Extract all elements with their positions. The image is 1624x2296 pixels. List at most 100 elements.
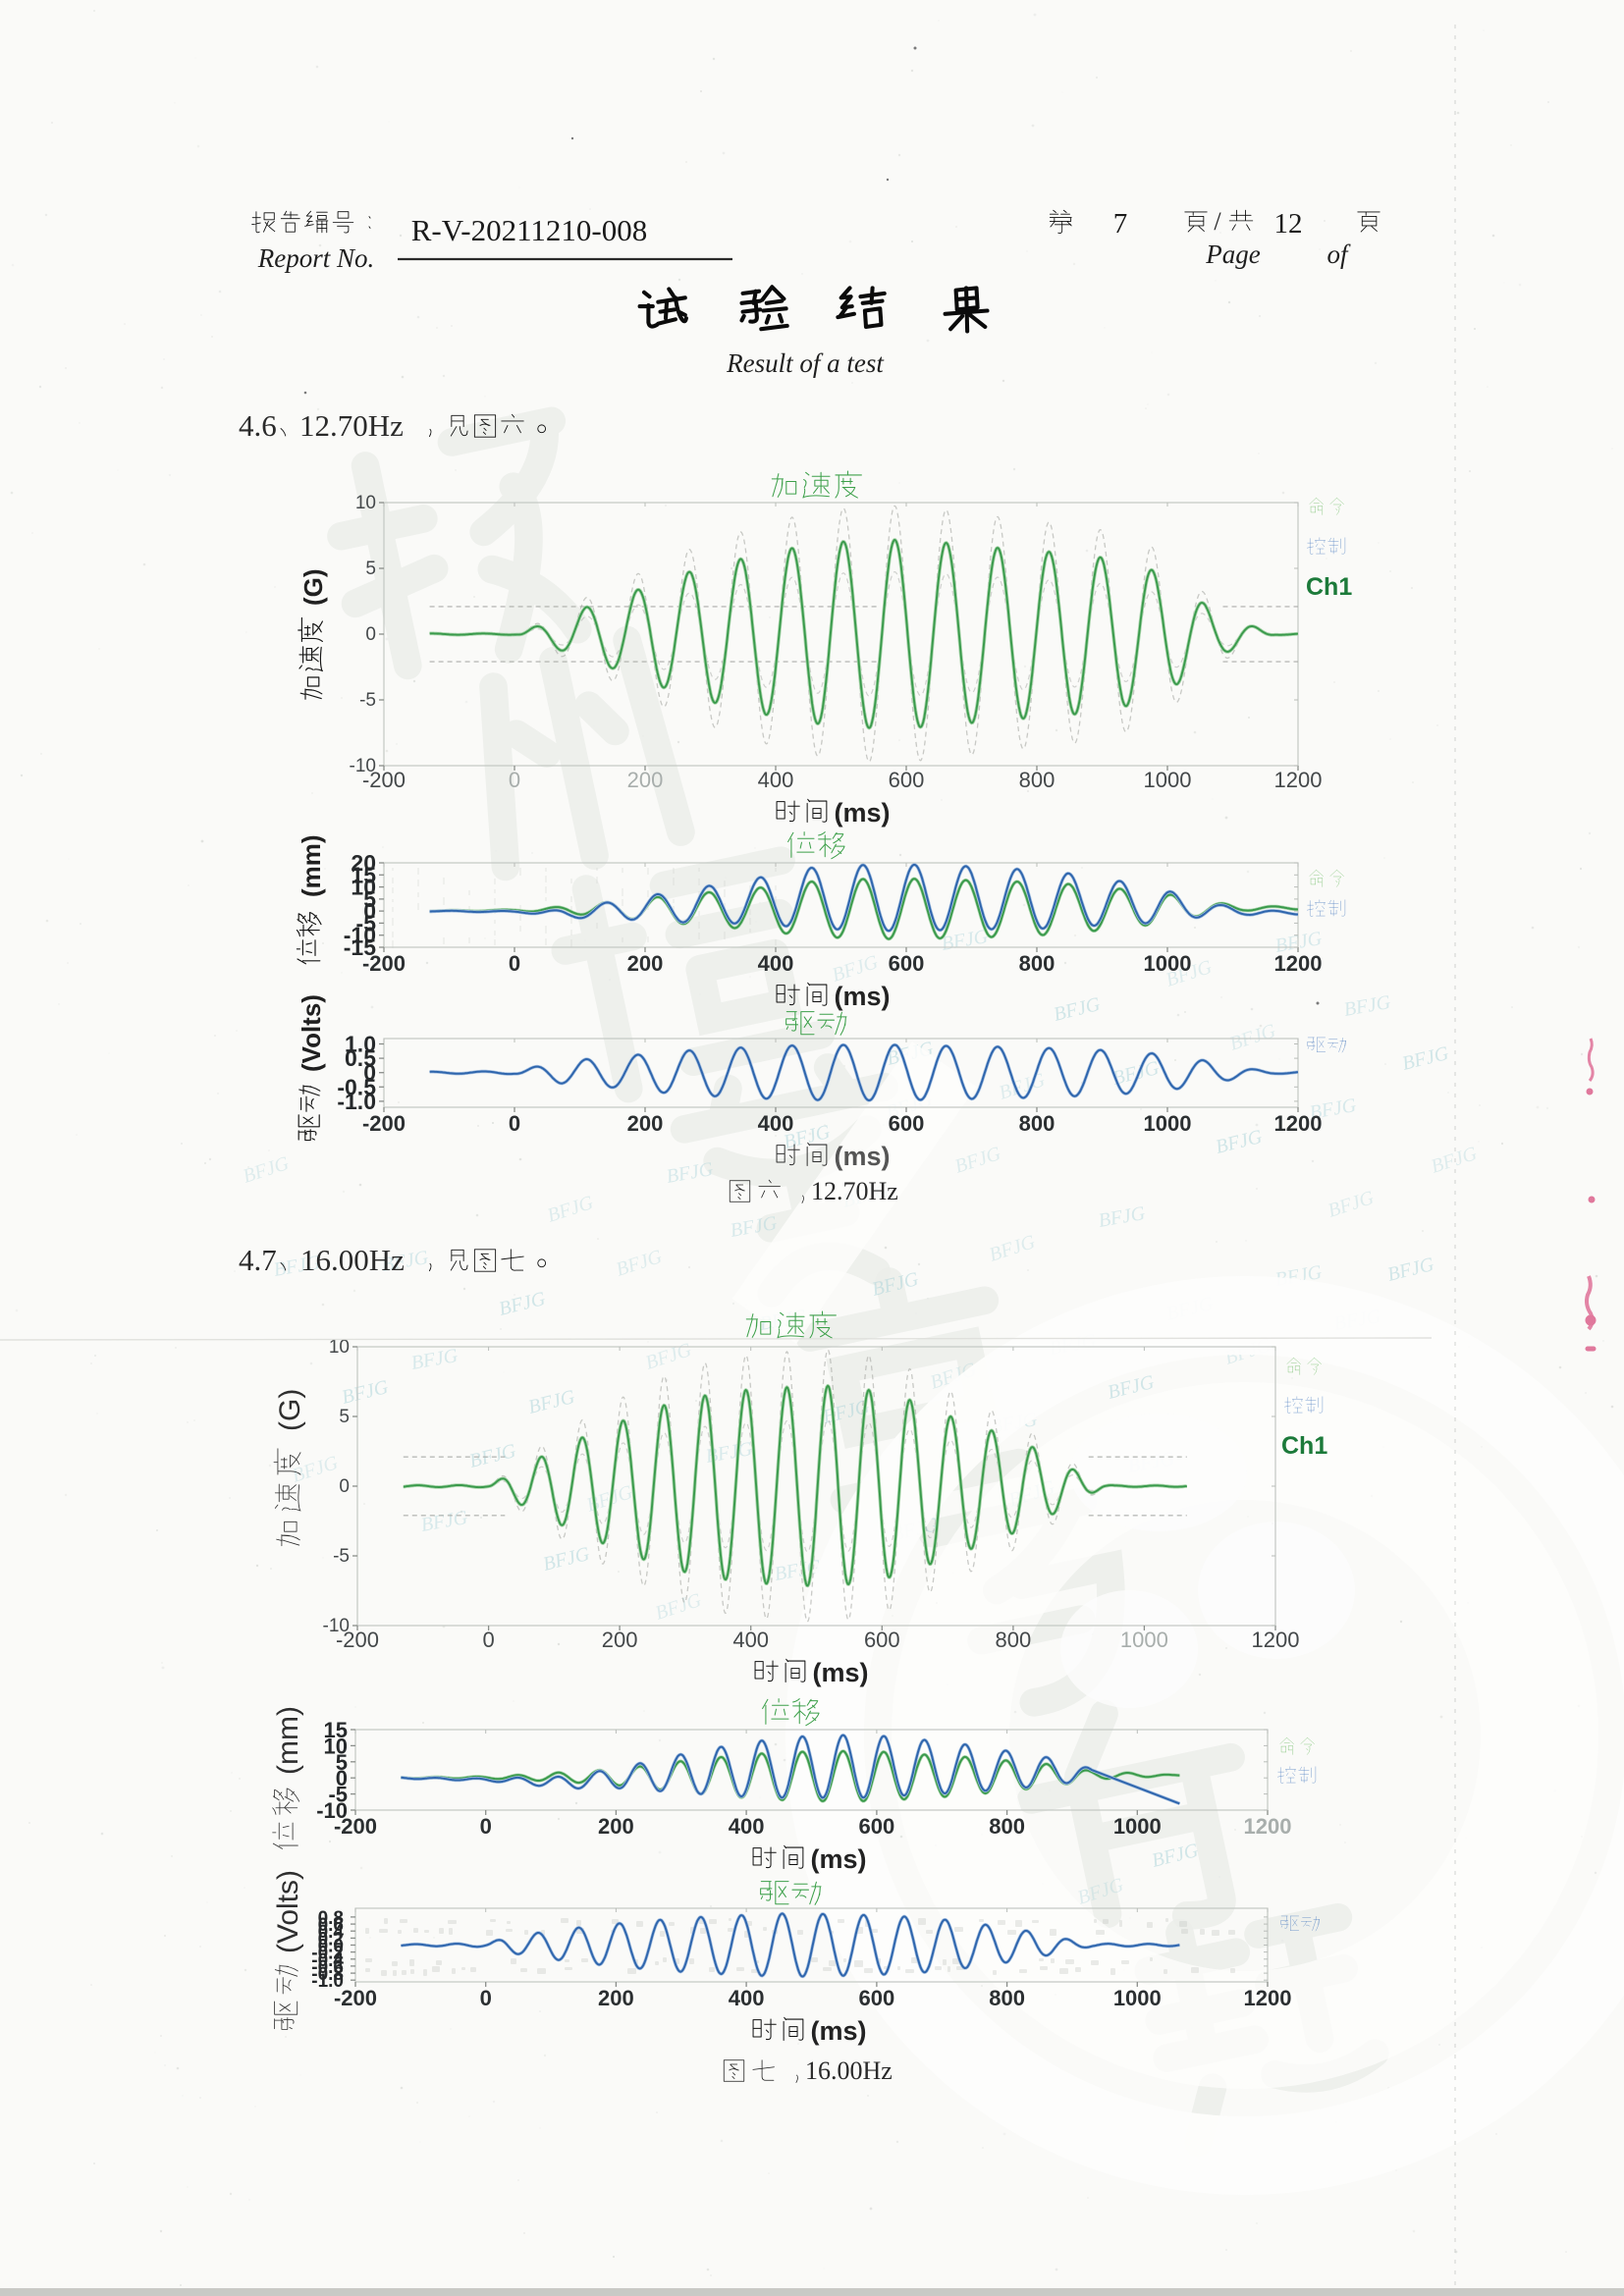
svg-text:-200: -200: [334, 1986, 377, 2010]
svg-text:4.6: 4.6: [239, 408, 277, 443]
svg-text:Ch1: Ch1: [1281, 1432, 1327, 1460]
svg-text:0: 0: [339, 1476, 350, 1497]
svg-text:0: 0: [365, 624, 376, 645]
svg-text:(G): (G): [298, 568, 328, 606]
svg-text:5: 5: [336, 1750, 348, 1775]
svg-text:-5: -5: [328, 1783, 348, 1807]
svg-text:(mm): (mm): [297, 834, 326, 897]
svg-text:0.0: 0.0: [318, 1937, 344, 1957]
svg-text:0: 0: [509, 768, 520, 792]
svg-text:-5: -5: [333, 1546, 350, 1567]
svg-text:600: 600: [859, 1986, 895, 2010]
svg-text:5: 5: [363, 886, 376, 912]
svg-text:(ms): (ms): [810, 2016, 866, 2046]
svg-text:1000: 1000: [1113, 1814, 1162, 1839]
svg-text:-1.0: -1.0: [311, 1971, 344, 1992]
svg-text:800: 800: [989, 1986, 1025, 2010]
svg-text:-1.0: -1.0: [337, 1089, 376, 1114]
svg-text:/: /: [1214, 207, 1221, 236]
svg-text:10: 10: [324, 1734, 348, 1758]
svg-text:1.0: 1.0: [345, 1032, 376, 1057]
svg-text:0.2: 0.2: [318, 1929, 344, 1949]
svg-text:-200: -200: [362, 768, 406, 792]
svg-text:800: 800: [989, 1814, 1025, 1839]
svg-text:200: 200: [627, 1111, 664, 1136]
svg-text:10: 10: [355, 493, 376, 513]
svg-text:(Volts): (Volts): [272, 1870, 304, 1953]
svg-text:600: 600: [859, 1814, 895, 1839]
svg-text:-5: -5: [359, 690, 376, 711]
svg-text:12: 12: [1274, 208, 1303, 240]
svg-text:(ms): (ms): [834, 798, 890, 828]
svg-text:-200: -200: [362, 951, 406, 976]
svg-text:0.6: 0.6: [318, 1915, 344, 1936]
svg-text:(G): (G): [274, 1389, 306, 1431]
svg-text:4.7: 4.7: [239, 1243, 277, 1277]
svg-text:R-V-20211210-008: R-V-20211210-008: [411, 213, 648, 247]
svg-text:1200: 1200: [1274, 768, 1323, 792]
svg-text:400: 400: [758, 951, 794, 976]
svg-text:0: 0: [363, 898, 376, 924]
svg-text:0.8: 0.8: [318, 1908, 344, 1929]
svg-text:10: 10: [351, 875, 376, 900]
svg-text:400: 400: [729, 1814, 765, 1839]
svg-text:-200: -200: [336, 1628, 379, 1652]
svg-text:5: 5: [365, 559, 376, 579]
svg-text:800: 800: [1019, 768, 1056, 792]
svg-text:600: 600: [889, 768, 925, 792]
svg-text:0: 0: [482, 1628, 494, 1652]
svg-text:600: 600: [889, 951, 925, 976]
svg-text:(ms): (ms): [810, 1844, 866, 1874]
svg-text:1000: 1000: [1113, 1986, 1162, 2010]
svg-text:0: 0: [509, 951, 520, 976]
svg-text:1200: 1200: [1274, 951, 1323, 976]
svg-text:Ch1: Ch1: [1306, 573, 1352, 601]
svg-text:-200: -200: [362, 1111, 406, 1136]
svg-text:5: 5: [339, 1407, 350, 1427]
svg-text:400: 400: [729, 1986, 765, 2010]
svg-text:0: 0: [336, 1766, 348, 1790]
svg-text:Report No.: Report No.: [257, 243, 375, 273]
svg-text:-10: -10: [350, 756, 376, 776]
svg-text:800: 800: [996, 1628, 1032, 1652]
svg-text:400: 400: [732, 1628, 769, 1652]
svg-text:-0.8: -0.8: [311, 1964, 344, 1985]
svg-text:200: 200: [627, 768, 664, 792]
svg-text:-0.4: -0.4: [311, 1950, 344, 1971]
svg-text:-5: -5: [356, 910, 377, 935]
svg-text:800: 800: [1019, 951, 1056, 976]
svg-text:0: 0: [480, 1814, 492, 1839]
svg-text:(ms): (ms): [834, 1142, 890, 1171]
svg-text:1000: 1000: [1144, 768, 1192, 792]
svg-text:0.4: 0.4: [318, 1922, 345, 1943]
svg-text:1200: 1200: [1274, 1111, 1323, 1136]
svg-text:0.5: 0.5: [345, 1045, 376, 1071]
svg-text:0: 0: [509, 1111, 520, 1136]
svg-text:1200: 1200: [1244, 1986, 1292, 2010]
svg-text:1200: 1200: [1252, 1628, 1300, 1652]
svg-text:200: 200: [598, 1986, 634, 2010]
svg-text:12.70Hz: 12.70Hz: [811, 1177, 898, 1205]
svg-text:-15: -15: [344, 934, 376, 960]
svg-text:200: 200: [602, 1628, 638, 1652]
svg-text:-200: -200: [334, 1814, 377, 1839]
svg-text:-10: -10: [316, 1798, 348, 1823]
svg-text:15: 15: [351, 862, 376, 887]
svg-text:800: 800: [1019, 1111, 1056, 1136]
svg-text:-10: -10: [344, 923, 376, 948]
svg-text:Page: Page: [1205, 240, 1260, 269]
svg-text:16.00Hz: 16.00Hz: [300, 1243, 405, 1277]
svg-text:600: 600: [864, 1628, 900, 1652]
svg-text:-0.2: -0.2: [311, 1944, 344, 1964]
svg-text:200: 200: [627, 951, 664, 976]
svg-text:-0.5: -0.5: [337, 1074, 376, 1099]
svg-text:1000: 1000: [1144, 951, 1192, 976]
svg-text:Result of a test: Result of a test: [726, 348, 885, 378]
svg-text:1200: 1200: [1244, 1814, 1292, 1839]
svg-text:(mm): (mm): [272, 1706, 304, 1775]
svg-text:0: 0: [363, 1060, 376, 1086]
svg-text:1000: 1000: [1144, 1111, 1192, 1136]
svg-text:15: 15: [324, 1718, 348, 1742]
svg-text:(ms): (ms): [812, 1658, 868, 1687]
svg-text:16.00Hz: 16.00Hz: [805, 2056, 893, 2085]
